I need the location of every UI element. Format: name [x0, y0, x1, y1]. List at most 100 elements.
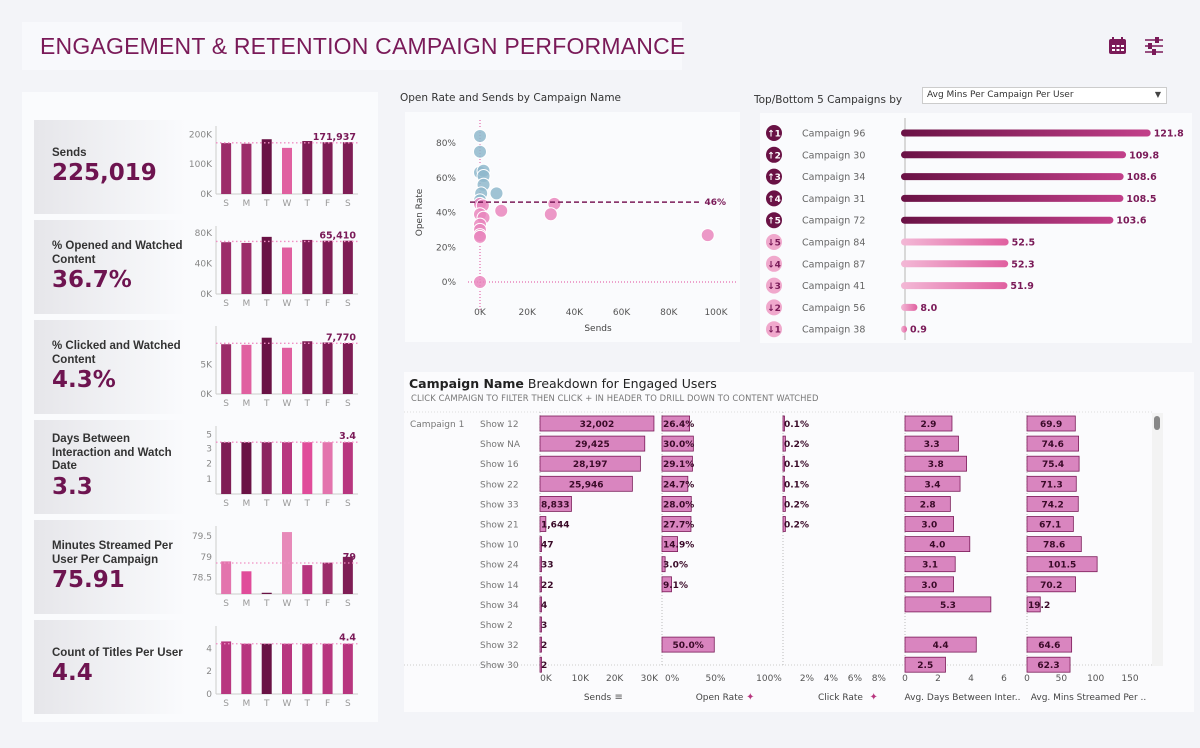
value-label: 19.2 [1028, 601, 1050, 611]
day-bar [261, 139, 272, 194]
kpi-card[interactable]: Sends 225,019 [34, 120, 186, 214]
y-tick-label: 79 [201, 553, 213, 563]
sliders-icon[interactable] [1143, 36, 1165, 56]
breakdown-subtitle: CLICK CAMPAIGN TO FILTER THEN CLICK + IN… [411, 393, 819, 403]
campaign-name: Campaign 84 [802, 238, 865, 249]
campaign-bar [901, 282, 1008, 290]
value-bar [1026, 536, 1082, 553]
scatter-point [473, 144, 487, 159]
weekday-label: S [223, 599, 229, 609]
kpi-card[interactable]: % Clicked and Watched Content 4.3% [34, 320, 186, 414]
kpi-card[interactable]: % Opened and Watched Content 36.7% [34, 220, 186, 314]
value-bar [1026, 576, 1076, 593]
scrollbar-thumb[interactable] [1154, 416, 1160, 430]
value-bar [539, 636, 542, 653]
y-tick-label: 0K [200, 190, 213, 200]
y-tick-label: 0% [442, 278, 457, 288]
value-bar [1026, 415, 1076, 432]
show-label: Show 32 [480, 641, 519, 651]
day-bar [322, 643, 333, 694]
day-bar [261, 337, 272, 394]
x-tick-label: 60K [613, 308, 631, 318]
rank-label: ↓1 [767, 326, 781, 336]
rank-badge [766, 168, 782, 185]
y-tick-label: 40% [436, 209, 456, 219]
scatter-point [543, 207, 558, 222]
weekday-label: T [263, 299, 270, 309]
rank-label: ↓2 [767, 304, 781, 314]
kpi-sparkbar-chart: 78.5 79 79.5 S M T W T F S 79 [192, 526, 358, 609]
kpi-value: 36.7% [52, 267, 132, 293]
chevron-down-icon: ▼ [1154, 90, 1161, 99]
value-bar [661, 455, 693, 472]
value-label: 4.4 [933, 641, 949, 651]
campaign-value: 0.9 [910, 325, 927, 336]
day-bar [241, 442, 252, 494]
kpi-card[interactable]: Days Between Interaction and Watch Date 3… [34, 420, 186, 514]
value-label: 0.2% [784, 521, 809, 531]
metric-dropdown[interactable]: Avg Mins Per Campaign Per User ▼ [922, 87, 1167, 104]
weekday-label: F [325, 699, 330, 709]
campaign-bar [901, 303, 918, 311]
x-tick-label: 0K [540, 674, 553, 684]
x-tick-label: 80K [660, 308, 678, 318]
x-tick-label: 10K [572, 674, 590, 684]
campaign-name: Campaign 72 [802, 216, 865, 227]
y-tick-label: 79.5 [192, 532, 212, 542]
day-bar [221, 143, 232, 194]
x-tick-label: 100 [1087, 674, 1104, 684]
weekday-label: S [223, 299, 229, 309]
page-title: ENGAGEMENT & RETENTION CAMPAIGN PERFORMA… [40, 33, 686, 59]
show-label: Show 16 [480, 460, 519, 470]
value-label: 0.2% [784, 500, 809, 510]
campaign-name: Campaign 31 [802, 194, 865, 205]
weekday-label: M [243, 299, 251, 309]
campaign-value: 109.8 [1129, 150, 1159, 161]
x-axis-title: Sends [584, 324, 612, 334]
show-label: Show 2 [480, 621, 513, 631]
day-bar [261, 643, 272, 694]
day-bar [302, 141, 313, 194]
reference-label: 7,770 [326, 332, 356, 343]
show-label: Show 33 [480, 500, 519, 510]
value-label: 0.1% [784, 460, 809, 470]
kpi-value: 4.4 [52, 660, 93, 687]
rank-badge [766, 255, 782, 272]
campaign-name: Campaign 96 [802, 129, 865, 140]
value-bar [904, 475, 961, 492]
rank-label: ↑4 [767, 195, 781, 205]
campaign-bar [901, 151, 1127, 159]
value-label: 0.1% [784, 480, 809, 490]
x-tick-label: 0% [665, 674, 680, 684]
weekday-label: W [283, 599, 292, 609]
weekday-label: S [223, 399, 229, 409]
column-header: Avg. Days Between Inter.. [905, 693, 1021, 703]
campaign-name: Campaign 41 [802, 281, 865, 292]
day-bar [302, 643, 313, 694]
day-bar [282, 247, 292, 294]
value-bar [539, 536, 542, 553]
scatter-title: Open Rate and Sends by Campaign Name [400, 92, 622, 104]
kpi-card[interactable]: Minutes Streamed Per User Per Campaign 75… [34, 520, 186, 614]
value-label: 5.3 [940, 601, 956, 611]
value-label: 70.2 [1040, 581, 1062, 591]
value-bar [1026, 516, 1074, 532]
weekday-label: T [304, 399, 311, 409]
show-label: Show 24 [480, 561, 519, 571]
campaign-bar [901, 325, 907, 333]
value-bar [1026, 435, 1079, 452]
day-bar [322, 142, 333, 194]
weekday-label: F [325, 399, 330, 409]
value-label: 69.9 [1040, 420, 1062, 430]
value-label: 25,946 [569, 480, 604, 490]
day-bar [241, 571, 252, 594]
value-bar [539, 475, 633, 492]
scrollbar[interactable] [1152, 413, 1163, 666]
kpi-card[interactable]: Count of Titles Per User 4.4 [34, 620, 186, 714]
kpi-label: % Opened and Watched Content [52, 240, 183, 266]
value-label: 3.4 [925, 480, 941, 490]
value-label: 75.4 [1042, 460, 1064, 470]
kpi-value: 4.3% [52, 367, 116, 393]
calendar-icon[interactable] [1107, 36, 1129, 56]
column-header: Open Rate [696, 693, 744, 703]
